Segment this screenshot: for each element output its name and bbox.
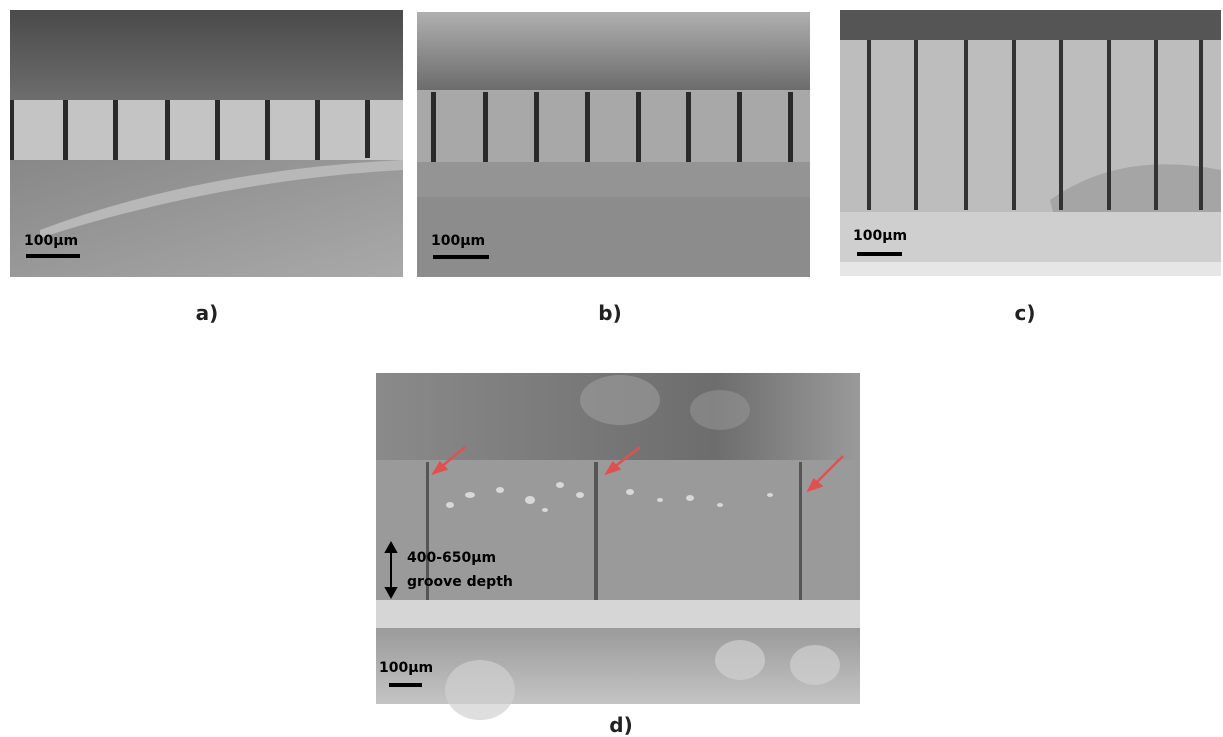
scale-bar-label: 100µm — [853, 228, 907, 244]
page: {"panels": [ {"label": "a)", "scale_bar"… — [0, 0, 1223, 737]
panel-d-image — [376, 373, 860, 720]
panel-label: d) — [609, 713, 632, 737]
figure: 100µm a) 100µm b) 100µm c) — [0, 0, 1223, 737]
panel-label: b) — [598, 301, 621, 325]
annotation-range: 400-650µm — [407, 550, 496, 566]
scale-bar-label: 100µm — [24, 233, 78, 249]
panel-label: c) — [1015, 301, 1036, 325]
scale-bar-label: 100µm — [431, 233, 485, 249]
scale-bar-label: 100µm — [379, 660, 433, 676]
annotation-caption: groove depth — [407, 574, 513, 590]
panel-label: a) — [196, 301, 219, 325]
